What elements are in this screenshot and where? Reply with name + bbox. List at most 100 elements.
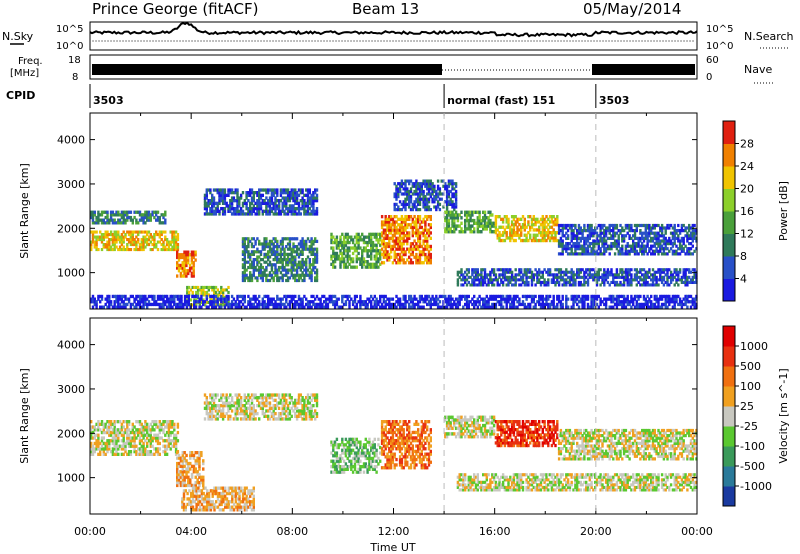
heatmap-cell <box>126 302 129 307</box>
heatmap-cell <box>657 297 660 301</box>
heatmap-cell <box>160 297 163 301</box>
heatmap-cell <box>395 225 398 230</box>
heatmap-cell <box>178 297 181 301</box>
heatmap-cell <box>294 191 297 195</box>
heatmap-cell <box>310 242 313 246</box>
heatmap-cell <box>330 300 333 304</box>
heatmap-cell <box>688 247 691 251</box>
heatmap-cell <box>379 232 382 236</box>
heatmap-cell <box>104 221 107 225</box>
heatmap-cell <box>106 294 109 299</box>
heatmap-cell <box>361 249 364 253</box>
heatmap-cell <box>621 226 624 230</box>
heatmap-cell <box>465 218 469 223</box>
heatmap-cell <box>603 234 606 238</box>
heatmap-cell <box>424 252 427 257</box>
heatmap-cell <box>198 300 201 304</box>
heatmap-cell <box>415 189 418 194</box>
heatmap-cell <box>615 300 619 304</box>
heatmap-cell <box>660 247 664 251</box>
heatmap-cell <box>621 244 624 248</box>
heatmap-cell <box>243 271 246 275</box>
heatmap-cell <box>106 218 109 222</box>
heatmap-cell <box>263 294 266 299</box>
heatmap-cell <box>415 231 418 235</box>
heatmap-cell <box>230 207 234 211</box>
heatmap-cell <box>398 217 402 221</box>
heatmap-cell <box>272 201 275 205</box>
heatmap-cell <box>630 247 633 251</box>
heatmap-cell <box>348 257 351 261</box>
heatmap-cell <box>586 226 590 230</box>
heatmap-cell <box>669 275 673 279</box>
heatmap-cell <box>485 300 488 304</box>
heatmap-cell <box>265 239 268 243</box>
heatmap-cell <box>249 273 252 277</box>
heatmap-cell <box>677 283 680 287</box>
heatmap-cell <box>408 202 411 206</box>
heatmap-cell <box>288 302 292 307</box>
heatmap-cell <box>639 275 642 279</box>
heatmap-cell <box>642 294 646 299</box>
heatmap-cell <box>635 236 638 240</box>
heatmap-cell <box>404 197 407 201</box>
heatmap-cell <box>554 238 557 243</box>
heatmap-cell <box>290 260 293 264</box>
heatmap-cell <box>417 187 420 191</box>
heatmap-cell <box>554 275 557 279</box>
heatmap-cell <box>164 245 167 249</box>
heatmap-cell <box>117 300 120 304</box>
heatmap-cell <box>489 294 492 299</box>
heatmap-cell <box>204 293 207 297</box>
heatmap-cell <box>91 238 95 242</box>
heatmap-cell <box>122 215 125 220</box>
heatmap-cell <box>541 217 544 221</box>
heatmap-cell <box>660 275 664 279</box>
heatmap-cell <box>427 223 431 227</box>
heatmap-cell <box>576 239 579 243</box>
heatmap-cell <box>355 249 358 253</box>
heatmap-cell <box>140 215 143 220</box>
heatmap-cell <box>295 196 299 200</box>
heatmap-cell <box>277 297 281 301</box>
heatmap-cell <box>290 250 293 254</box>
heatmap-cell <box>646 305 649 309</box>
heatmap-cell <box>594 244 597 248</box>
heatmap-cell <box>131 233 134 237</box>
heatmap-cell <box>388 300 391 304</box>
heatmap-cell <box>93 221 96 225</box>
heatmap-cell <box>500 294 503 299</box>
heatmap-cell <box>496 300 499 304</box>
heatmap-cell <box>398 184 402 188</box>
heatmap-cell <box>305 242 308 246</box>
heatmap-cell <box>435 208 438 212</box>
heatmap-cell <box>200 288 203 292</box>
heatmap-cell <box>380 302 384 307</box>
heatmap-cell <box>397 195 400 199</box>
heatmap-cell <box>451 182 454 186</box>
heatmap-cell <box>592 294 595 299</box>
heatmap-cell <box>413 239 416 243</box>
heatmap-cell <box>543 302 546 307</box>
heatmap-cell <box>109 210 113 214</box>
heatmap-cell <box>223 212 227 216</box>
heatmap-cell <box>610 270 613 274</box>
heatmap-cell <box>213 288 216 292</box>
heatmap-cell <box>648 297 651 301</box>
heatmap-cell <box>597 239 600 243</box>
heatmap-cell <box>501 275 505 279</box>
heatmap-cell <box>429 236 432 240</box>
heatmap-cell <box>279 258 283 262</box>
heatmap-cell <box>239 300 243 304</box>
heatmap-cell <box>633 297 637 301</box>
heatmap-cell <box>592 275 595 279</box>
heatmap-cell <box>391 244 395 249</box>
heatmap-cell <box>308 265 311 270</box>
heatmap-cell <box>409 244 413 249</box>
heatmap-cell <box>617 229 620 233</box>
heatmap-cell <box>418 208 422 212</box>
heatmap-cell <box>646 239 649 243</box>
heatmap-cell <box>211 294 214 299</box>
heatmap-cell <box>541 223 544 227</box>
heatmap-cell <box>619 247 622 251</box>
